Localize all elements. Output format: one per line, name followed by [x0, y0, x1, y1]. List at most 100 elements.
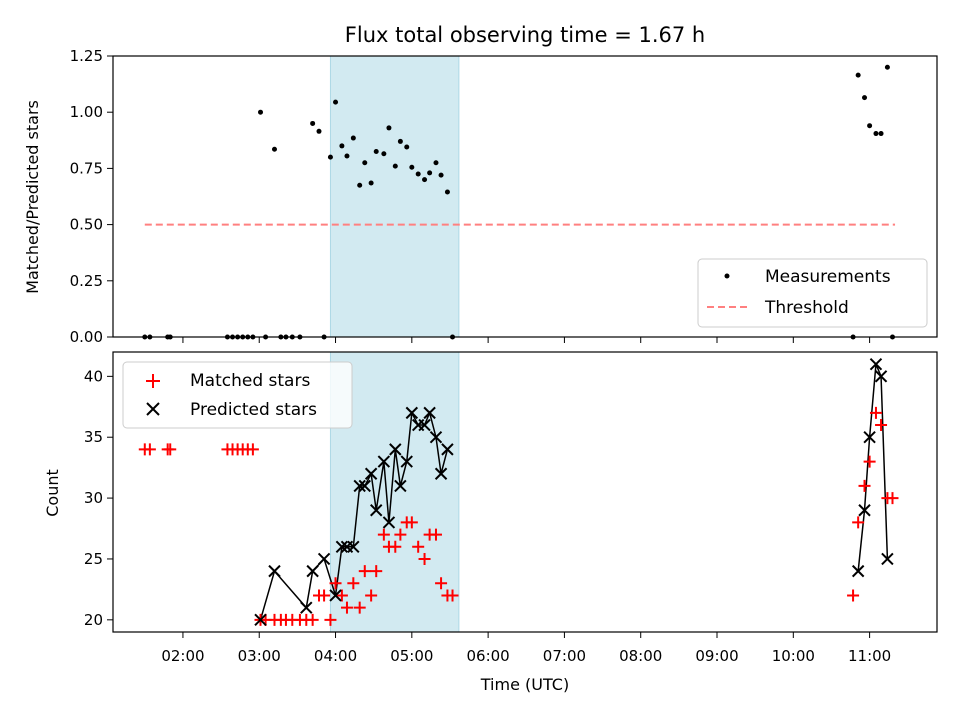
- predicted-point: [863, 431, 876, 444]
- matched-point: [306, 613, 319, 626]
- measurement-point: [855, 72, 861, 78]
- predicted-point: [364, 467, 378, 480]
- x-tick-label: 10:00: [772, 647, 815, 665]
- measurement-point: [438, 172, 444, 178]
- predicted-point: [394, 479, 407, 493]
- measurement-point: [415, 171, 421, 177]
- matched-point: [394, 528, 407, 541]
- predicted-point: [389, 443, 402, 456]
- measurement-point: [350, 135, 356, 141]
- measurement-point: [381, 151, 387, 157]
- predicted-point: [254, 613, 267, 627]
- measurement-point: [427, 170, 433, 176]
- measurement-point: [271, 146, 277, 152]
- matched-point: [875, 419, 888, 432]
- measurement-point: [344, 153, 350, 159]
- matched-point: [412, 540, 425, 553]
- top-panel: 0.00 0.25 0.50 0.75 1.00 1.25 Matched/Predict…: [23, 47, 938, 346]
- measurement-point: [409, 164, 415, 170]
- predicted-point: [358, 479, 371, 493]
- matched-point: [335, 589, 348, 602]
- measurement-point: [362, 160, 368, 166]
- predicted-point: [377, 455, 391, 468]
- bottom-x-ticks: 02:00 03:00 04:00 05:00 06:00 07:00 08:00 09:00…: [161, 632, 891, 665]
- matched-points: [138, 406, 899, 626]
- measurement-point: [316, 128, 322, 134]
- measurement-point: [878, 131, 884, 137]
- predicted-point: [353, 479, 366, 493]
- predicted-point: [858, 504, 871, 517]
- measurement-point: [368, 180, 374, 186]
- predicted-point: [418, 418, 431, 432]
- x-tick-label: 06:00: [467, 647, 510, 665]
- predicted-point: [874, 370, 888, 383]
- matched-point: [353, 601, 366, 614]
- y-tick-label: 20: [84, 611, 103, 629]
- predicted-point: [851, 564, 865, 578]
- predicted-point: [329, 589, 342, 602]
- y-tick-label: 25: [84, 550, 103, 568]
- legend-measurements-label: Measurements: [765, 267, 891, 287]
- matched-point: [365, 589, 378, 602]
- predicted-point: [317, 552, 331, 566]
- predicted-point: [382, 516, 396, 529]
- x-tick-label: 04:00: [314, 647, 357, 665]
- predicted-point: [441, 443, 454, 456]
- y-tick-label: 0.75: [70, 159, 103, 177]
- predicted-point: [400, 455, 413, 468]
- x-tick-label: 03:00: [238, 647, 281, 665]
- measurement-point: [444, 189, 450, 195]
- measurement-point: [433, 160, 439, 166]
- predicted-point: [370, 504, 383, 517]
- bottom-y-axis-label: Count: [43, 469, 62, 517]
- top-axes-frame: [112, 55, 938, 338]
- predicted-point: [881, 552, 894, 566]
- y-tick-label: 40: [84, 367, 103, 385]
- measurement-point: [392, 163, 398, 169]
- bottom-y-ticks: 20 25 30 35 40: [84, 367, 113, 629]
- predicted-point: [268, 564, 281, 578]
- predicted-trend-line: [857, 363, 889, 572]
- matched-point: [389, 540, 402, 553]
- matched-point: [435, 577, 448, 590]
- measurement-point: [867, 123, 873, 129]
- measurement-point: [333, 99, 339, 105]
- matched-point: [858, 479, 871, 492]
- top-legend-box: [697, 258, 928, 328]
- measurement-point: [386, 125, 392, 131]
- matched-point: [246, 443, 259, 456]
- legend-predicted-marker: [146, 402, 160, 416]
- matched-point: [329, 577, 342, 590]
- predicted-point: [335, 540, 349, 553]
- x-axis-label: Time (UTC): [480, 675, 569, 694]
- matched-point: [418, 552, 431, 565]
- legend-measurements-marker: [724, 273, 730, 279]
- matched-point: [405, 516, 418, 529]
- bottom-panel: 20 25 30 35 40 02:00 03:00 04:00 05:00 06:00 07:0…: [43, 351, 938, 694]
- x-tick-label: 05:00: [390, 647, 433, 665]
- bottom-legend-box: [122, 361, 353, 429]
- measurement-point: [404, 144, 410, 150]
- measurement-point: [373, 149, 379, 155]
- predicted-points: [254, 357, 894, 627]
- legend-matched-label: Matched stars: [190, 371, 310, 391]
- measurement-point: [357, 182, 363, 188]
- matched-point: [869, 406, 882, 419]
- top-y-ticks: 0.00 0.25 0.50 0.75 1.00 1.25: [70, 47, 113, 346]
- predicted-point: [869, 357, 883, 371]
- measurement-point: [873, 131, 879, 137]
- predicted-point: [429, 431, 443, 444]
- matched-point: [370, 565, 383, 578]
- matched-point: [164, 443, 177, 456]
- chart-title: Flux total observing time = 1.67 h: [345, 23, 705, 47]
- predicted-point: [405, 406, 419, 420]
- top-y-axis-label: Matched/Predicted stars: [23, 100, 42, 294]
- y-tick-label: 0.00: [70, 328, 103, 346]
- measurement-point: [422, 177, 428, 183]
- matched-point: [340, 601, 353, 614]
- x-tick-label: 07:00: [543, 647, 586, 665]
- y-tick-label: 1.25: [70, 47, 103, 65]
- measurement-point: [258, 109, 264, 115]
- matched-point: [446, 589, 459, 602]
